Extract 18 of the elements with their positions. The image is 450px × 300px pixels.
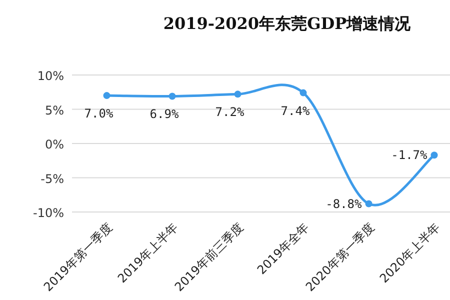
chart-title: 2019-2020年东莞GDP增速情况 — [163, 14, 412, 33]
point — [365, 200, 372, 208]
y-tick-label: -10% — [32, 206, 64, 220]
point — [234, 90, 242, 98]
y-tick-label: 5% — [44, 103, 64, 118]
y-tick-label: 0% — [44, 138, 64, 152]
point — [300, 89, 307, 96]
y-tick-label: -5% — [40, 172, 64, 186]
data-label: 7.4% — [280, 104, 310, 118]
point — [103, 92, 110, 100]
data-label: 7.2% — [215, 105, 245, 120]
data-label: -8.8% — [326, 196, 363, 211]
data-label: 7.0% — [84, 106, 114, 121]
point — [430, 152, 438, 159]
data-label: 6.9% — [150, 107, 180, 122]
point — [168, 92, 176, 100]
data-label: -1.7% — [391, 148, 428, 162]
y-tick-label: 10% — [37, 69, 64, 83]
